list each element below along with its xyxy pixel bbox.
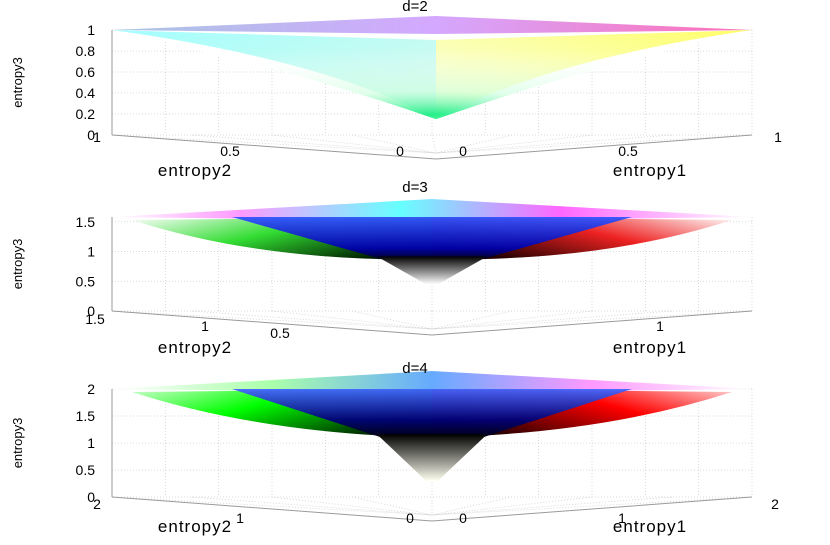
grid-line bbox=[435, 134, 513, 154]
grid-line bbox=[431, 496, 593, 516]
x-tick-label: 2 bbox=[771, 496, 779, 512]
grid-line bbox=[111, 134, 437, 154]
grid-line bbox=[271, 310, 433, 330]
grid-line bbox=[431, 496, 753, 516]
z-axis-label: entropy3 bbox=[10, 418, 25, 469]
z-tick-label: 0.4 bbox=[76, 85, 96, 101]
grid-line bbox=[191, 496, 433, 516]
surface-top bbox=[232, 217, 632, 263]
grid-line bbox=[191, 310, 433, 330]
grid-line bbox=[111, 310, 433, 330]
y-tick-label: 0.5 bbox=[270, 325, 290, 341]
surface-top bbox=[232, 389, 632, 441]
grid-line bbox=[431, 310, 753, 330]
x-tick-label: 1 bbox=[656, 318, 664, 334]
y-axis-label: entropy2 bbox=[158, 338, 232, 357]
y-tick-label: 1 bbox=[93, 129, 101, 145]
x-axis-label: entropy1 bbox=[613, 161, 687, 180]
surface-rim bbox=[112, 199, 752, 221]
grid-line bbox=[435, 134, 593, 154]
grid-line bbox=[271, 134, 437, 154]
grid-line bbox=[431, 496, 673, 516]
x-tick-label: 0 bbox=[459, 143, 467, 159]
surface-bottom bbox=[377, 434, 487, 481]
z-tick-label: 1.5 bbox=[76, 408, 96, 424]
grid-line bbox=[351, 496, 433, 516]
z-tick-label: 0 bbox=[87, 127, 95, 143]
z-tick-label: 0.8 bbox=[76, 43, 96, 59]
chart-title: d=3 bbox=[402, 179, 427, 196]
surface-center bbox=[112, 30, 752, 120]
y-tick-label: 1.5 bbox=[85, 311, 105, 327]
axis-line bbox=[111, 310, 433, 336]
z-tick-label: 0.6 bbox=[76, 64, 96, 80]
z-tick-label: 1 bbox=[87, 244, 95, 260]
z-tick-label: 1 bbox=[87, 22, 95, 38]
axis-line bbox=[431, 310, 753, 336]
z-tick-label: 0 bbox=[87, 489, 95, 505]
y-tick-label: 0.5 bbox=[220, 143, 240, 159]
surface-bottom bbox=[377, 256, 487, 285]
grid-line bbox=[431, 134, 437, 154]
surface-rim bbox=[112, 371, 752, 393]
z-axis-label: entropy3 bbox=[10, 239, 25, 290]
grid-line bbox=[351, 134, 437, 154]
chart-panel-2: d=3 0 0.5 1 1.5 entropy3 0.5 1 1.5 1 entropy2 entro… bbox=[10, 179, 753, 357]
x-axis-label: entropy1 bbox=[613, 338, 687, 357]
chart-title: d=4 bbox=[402, 360, 427, 377]
y-tick-label: 2 bbox=[93, 496, 101, 512]
y-axis-label: entropy2 bbox=[158, 161, 232, 180]
grid-line bbox=[431, 496, 513, 516]
x-tick-label: 1 bbox=[774, 129, 782, 145]
x-tick-label: 1 bbox=[618, 510, 626, 526]
z-tick-label: 0.2 bbox=[76, 106, 96, 122]
z-tick-label: 2 bbox=[87, 381, 95, 397]
grid-line bbox=[431, 310, 593, 330]
z-tick-label: 0.5 bbox=[76, 273, 96, 289]
grid-line bbox=[431, 310, 673, 330]
x-tick-label: 0.5 bbox=[618, 143, 638, 159]
z-tick-label: 0.5 bbox=[76, 462, 96, 478]
chart-title: d=2 bbox=[402, 0, 427, 15]
z-tick-label: 1 bbox=[87, 435, 95, 451]
surface-rim bbox=[112, 16, 752, 34]
z-axis-label: entropy3 bbox=[10, 57, 25, 108]
grid-line bbox=[111, 496, 433, 516]
y-tick-label: 0 bbox=[396, 143, 404, 159]
axis-line bbox=[435, 134, 753, 160]
grid-line bbox=[435, 134, 753, 154]
x-tick-label: 0 bbox=[459, 510, 467, 526]
grid-line bbox=[431, 310, 513, 330]
y-axis-label: entropy2 bbox=[158, 517, 232, 536]
axis-line bbox=[431, 496, 753, 522]
z-tick-label: 0 bbox=[87, 303, 95, 319]
x-axis-label: entropy1 bbox=[613, 517, 687, 536]
grid-line bbox=[435, 134, 673, 154]
y-tick-label: 1 bbox=[236, 510, 244, 526]
axis-line bbox=[111, 496, 433, 522]
y-tick-label: 0 bbox=[406, 510, 414, 526]
grid-line bbox=[351, 310, 433, 330]
y-tick-label: 1 bbox=[201, 318, 209, 334]
axis-line bbox=[111, 134, 437, 160]
z-tick-label: 1.5 bbox=[76, 214, 96, 230]
